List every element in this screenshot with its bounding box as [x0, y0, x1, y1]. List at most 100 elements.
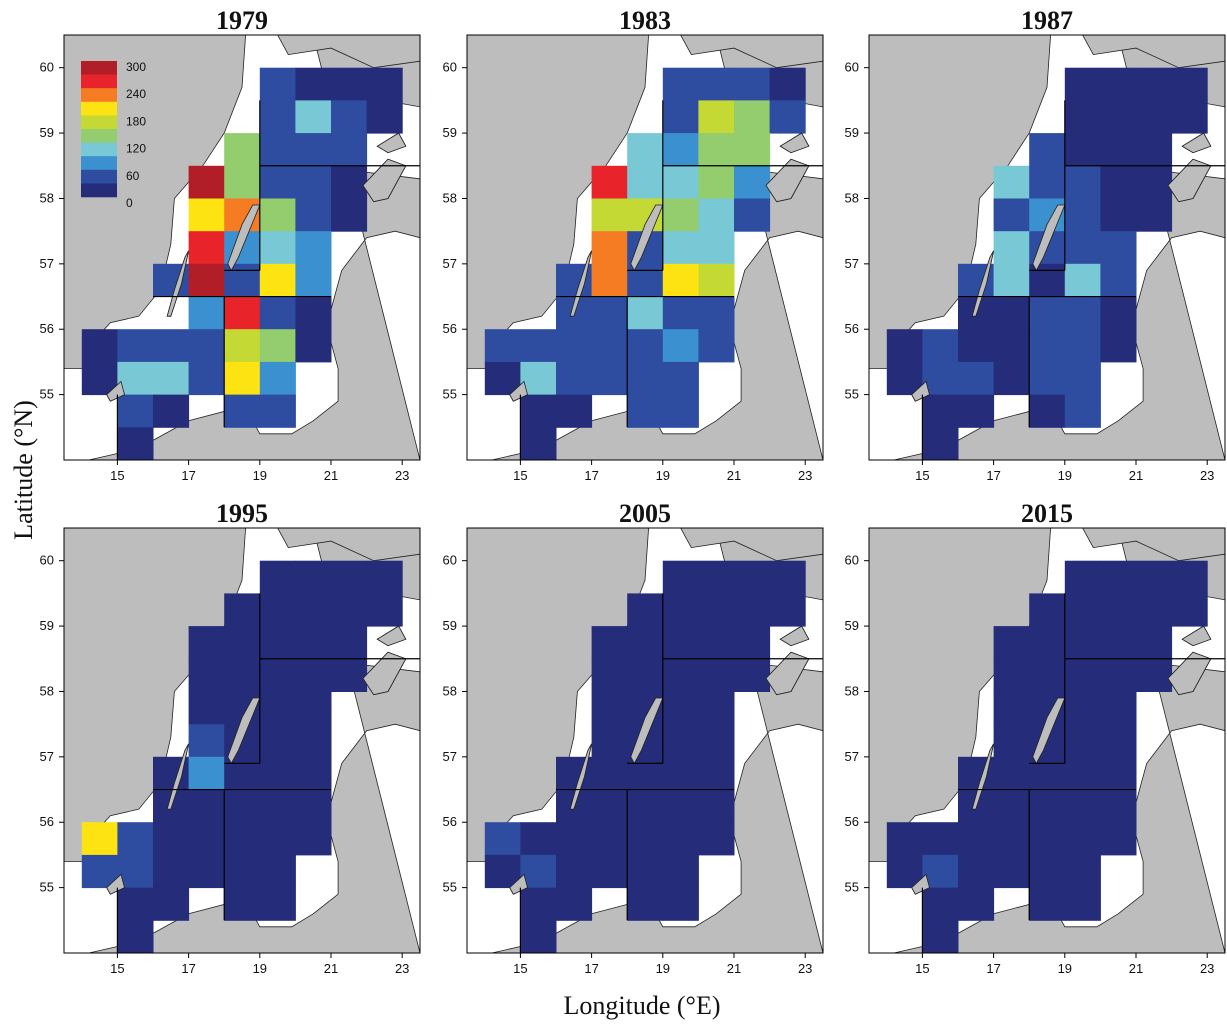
x-tick-label: 19: [1058, 961, 1072, 976]
density-cell: [993, 231, 1030, 265]
density-cell: [1136, 165, 1173, 199]
density-cell: [295, 691, 332, 725]
density-cell: [627, 822, 664, 856]
density-cell: [1100, 724, 1137, 758]
density-cell: [1100, 756, 1137, 790]
density-cell: [993, 626, 1030, 660]
island: [376, 625, 407, 647]
density-cell: [188, 165, 225, 199]
density-cell: [662, 560, 699, 594]
y-tick-label: 59: [845, 125, 859, 140]
density-cell: [1171, 100, 1208, 134]
density-cell: [958, 854, 995, 889]
density-cell: [627, 789, 664, 823]
panel-title: 1987: [1021, 6, 1073, 35]
density-cell: [1029, 789, 1066, 823]
density-cell: [1136, 67, 1173, 101]
panel-title: 1995: [216, 499, 268, 528]
density-cell: [1100, 198, 1137, 232]
density-cell: [591, 756, 628, 790]
density-cell: [1029, 329, 1066, 363]
density-cell: [1171, 67, 1208, 101]
density-cell: [591, 626, 628, 660]
density-cell: [188, 724, 225, 758]
y-tick-label: 57: [845, 749, 859, 764]
density-cell: [331, 165, 368, 199]
density-cell: [520, 887, 557, 921]
density-cell: [188, 231, 225, 265]
density-cell: [993, 361, 1030, 396]
y-tick-label: 60: [443, 60, 457, 75]
density-cell: [117, 329, 154, 363]
island: [911, 380, 930, 402]
density-cell: [295, 724, 332, 758]
island: [779, 132, 810, 154]
island: [765, 651, 810, 696]
x-tick-label: 15: [110, 961, 124, 976]
density-cell: [734, 67, 771, 101]
legend-swatch: [81, 183, 117, 198]
density-cell: [259, 756, 296, 790]
density-cell: [769, 100, 806, 134]
density-cell: [295, 560, 332, 594]
density-cell: [627, 133, 664, 167]
density-cell: [627, 165, 664, 199]
y-tick-label: 56: [845, 814, 859, 829]
density-cell: [556, 887, 593, 921]
density-cell: [1029, 854, 1066, 889]
density-cell: [117, 920, 154, 953]
density-cell: [295, 133, 332, 167]
density-cell: [662, 198, 699, 232]
density-cell: [1136, 593, 1173, 627]
density-cell: [1136, 658, 1173, 692]
x-tick-label: 21: [324, 468, 338, 483]
density-cell: [591, 329, 628, 363]
density-cell: [366, 593, 403, 627]
density-cell: [591, 361, 628, 396]
density-cell: [627, 756, 664, 790]
density-cell: [295, 296, 332, 330]
density-cell: [153, 822, 190, 856]
x-tick-label: 17: [986, 468, 1000, 483]
density-cell: [520, 394, 557, 428]
x-tick-label: 17: [181, 468, 195, 483]
panel-frame: [466, 527, 824, 954]
legend-label: 60: [126, 169, 140, 183]
map-panel-2005: 15 17 19 21 23 55 56 57 58 59 60 2005: [443, 499, 824, 976]
x-tick-label: 23: [1200, 961, 1214, 976]
density-cell: [627, 593, 664, 627]
density-cell: [331, 560, 368, 594]
density-cell: [295, 822, 332, 856]
density-cell: [698, 626, 735, 660]
panel-title: 2005: [619, 499, 671, 528]
density-cell: [662, 756, 699, 790]
x-tick-label: 21: [1129, 468, 1143, 483]
density-cell: [1064, 658, 1101, 692]
density-cell: [224, 822, 261, 856]
density-cell: [188, 854, 225, 889]
density-cell: [734, 560, 771, 594]
legend-label: 240: [126, 87, 146, 101]
density-cell: [556, 361, 593, 396]
density-cell: [117, 887, 154, 921]
density-cell: [259, 231, 296, 265]
density-cell: [520, 427, 557, 460]
density-cell: [1029, 756, 1066, 790]
density-cell: [627, 296, 664, 330]
density-cell: [556, 394, 593, 428]
y-tick-label: 58: [40, 190, 54, 205]
density-cell: [591, 658, 628, 692]
y-tick-label: 58: [845, 190, 859, 205]
x-tick-label: 21: [1129, 961, 1143, 976]
density-cell: [698, 133, 735, 167]
y-tick-label: 56: [845, 321, 859, 336]
x-tick-label: 23: [1200, 468, 1214, 483]
density-cell: [1100, 100, 1137, 134]
x-tick-label: 19: [253, 961, 267, 976]
density-cell: [1029, 593, 1066, 627]
density-cell: [662, 691, 699, 725]
density-cell: [1100, 67, 1137, 101]
density-cell: [922, 427, 959, 460]
density-cell: [295, 67, 332, 101]
x-tick-label: 17: [181, 961, 195, 976]
